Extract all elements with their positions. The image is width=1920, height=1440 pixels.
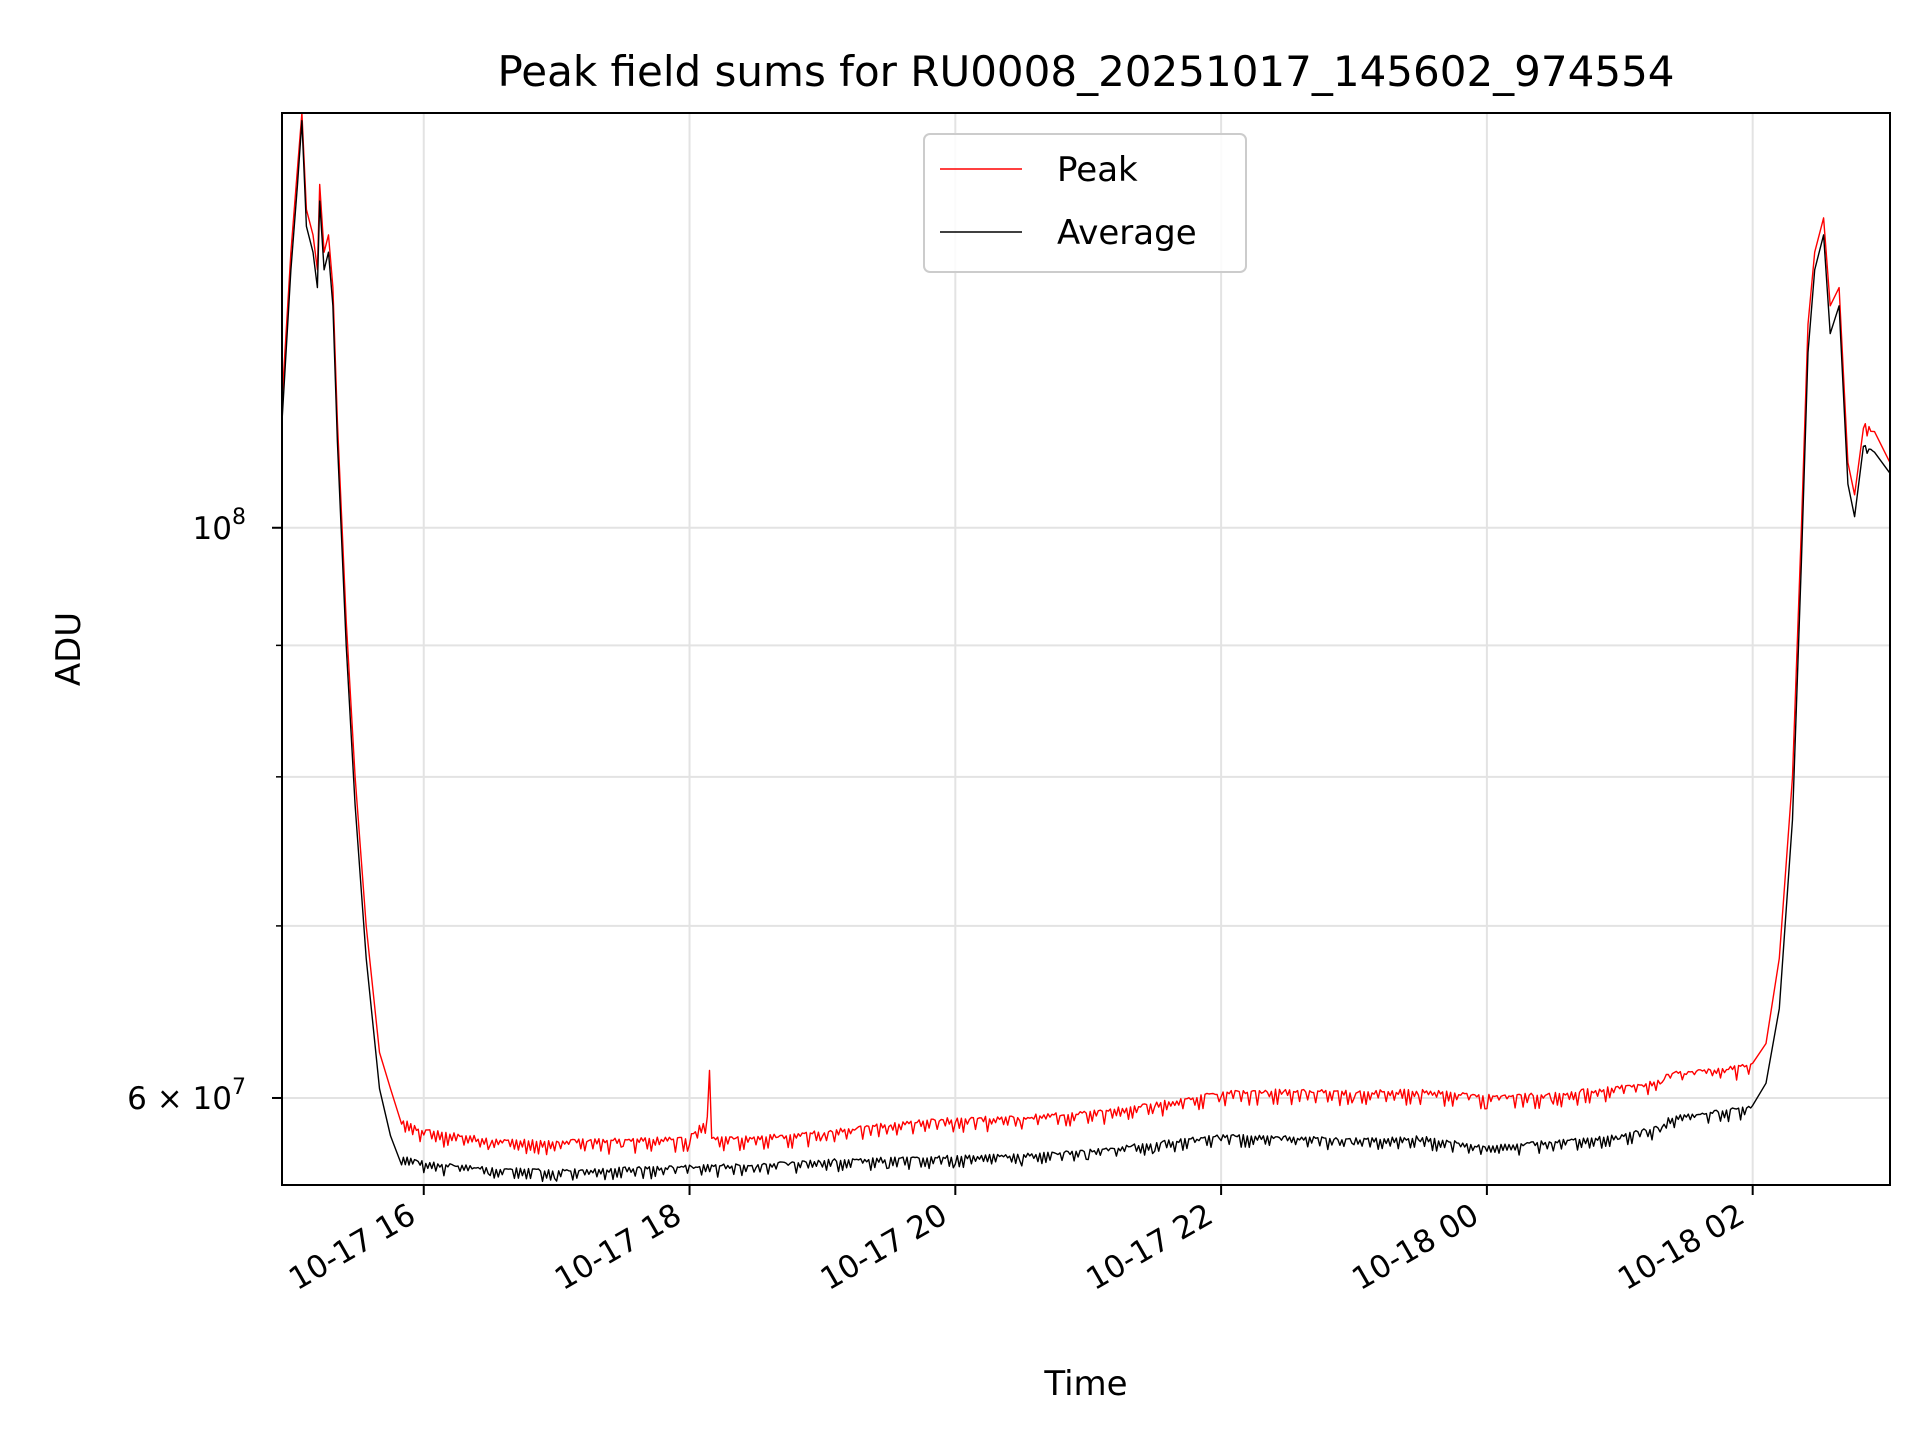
y-tick-label-base: 6 × 10 [127,1081,232,1117]
chart-title: Peak field sums for RU0008_20251017_1456… [497,47,1674,96]
y-axis-label: ADU [49,612,89,686]
legend-label-average: Average [1057,213,1197,253]
plot-lines [281,112,1891,1183]
legend: Peak Average [923,133,1247,273]
y-tick-label-base: 10 [193,511,232,547]
series-line-peak [281,112,1891,1156]
legend-label-peak: Peak [1057,150,1138,190]
grid [282,113,1890,1185]
y-tick-label-exponent: 8 [232,505,246,530]
y-tick-label-exponent: 7 [232,1075,246,1100]
y-tick-label: 6 × 107 [127,1075,246,1117]
series-line-average [281,120,1891,1183]
x-axis-label: Time [1043,1364,1127,1404]
plot-frame [281,112,1891,1186]
y-tick-label: 108 [193,505,246,547]
